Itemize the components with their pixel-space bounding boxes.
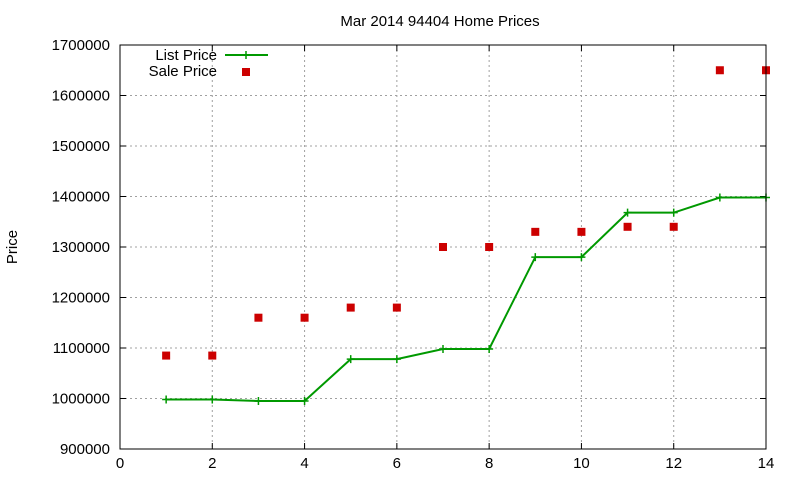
axis-ticks: 0 2 4 6 8 10 12 14 900000 1000000 1100000 1200000 13… bbox=[52, 37, 775, 472]
list-price-point bbox=[577, 253, 586, 262]
x-tick-label: 2 bbox=[208, 455, 216, 472]
chart-title: Mar 2014 94404 Home Prices bbox=[340, 13, 539, 30]
sale-price-point bbox=[392, 303, 401, 312]
sale-price-point bbox=[439, 243, 447, 251]
sale-price-point bbox=[485, 243, 494, 251]
y-tick-label: 1700000 bbox=[52, 37, 110, 54]
legend-label-list-price: List Price bbox=[155, 47, 217, 64]
y-tick-label: 1200000 bbox=[52, 290, 110, 307]
x-tick-label: 8 bbox=[485, 455, 493, 472]
list-price-line bbox=[166, 196, 766, 403]
y-tick-label: 1600000 bbox=[52, 88, 110, 105]
y-tick-label: 1100000 bbox=[53, 340, 110, 357]
sale-price-point bbox=[531, 227, 540, 236]
x-tick-label: 0 bbox=[116, 455, 124, 472]
sale-price-point bbox=[623, 222, 632, 231]
sale-price-point bbox=[577, 227, 586, 236]
list-price-point bbox=[346, 355, 355, 364]
legend: List Price Sale Price bbox=[149, 47, 268, 80]
list-price-point bbox=[439, 345, 447, 354]
list-price-point bbox=[715, 193, 724, 202]
list-price-point bbox=[254, 397, 263, 406]
y-tick-label: 1000000 bbox=[52, 391, 110, 408]
y-axis-label: Price bbox=[4, 230, 21, 264]
sale-price-point bbox=[208, 351, 217, 360]
list-price-point bbox=[208, 395, 217, 404]
list-price-point bbox=[162, 395, 171, 404]
list-price-point bbox=[531, 253, 540, 262]
list-price-point bbox=[392, 355, 401, 364]
x-tick-label: 12 bbox=[665, 455, 682, 472]
y-tick-label: 1500000 bbox=[52, 138, 110, 155]
list-price-point bbox=[485, 345, 494, 354]
y-tick-label: 1300000 bbox=[52, 239, 110, 256]
plot-border bbox=[119, 44, 767, 450]
legend-marker-sale-price bbox=[242, 68, 250, 76]
y-tick-label: 1400000 bbox=[52, 189, 110, 206]
x-tick-label: 6 bbox=[393, 455, 401, 472]
list-price-point bbox=[623, 208, 632, 217]
list-price-point bbox=[669, 208, 678, 217]
sale-price-point bbox=[669, 222, 678, 231]
sale-price-point bbox=[715, 66, 724, 75]
x-tick-label: 10 bbox=[573, 455, 590, 472]
x-tick-label: 14 bbox=[758, 455, 775, 472]
sale-price-point bbox=[346, 303, 355, 312]
legend-marker-list-price bbox=[242, 51, 250, 59]
sale-price-point bbox=[162, 351, 171, 360]
sale-price-point bbox=[300, 313, 309, 322]
list-price-point bbox=[300, 397, 309, 406]
legend-label-sale-price: Sale Price bbox=[149, 63, 217, 80]
chart-marks bbox=[162, 66, 770, 406]
sale-price-point bbox=[254, 313, 263, 322]
y-tick-label: 900000 bbox=[60, 441, 110, 458]
x-tick-label: 4 bbox=[300, 455, 308, 472]
